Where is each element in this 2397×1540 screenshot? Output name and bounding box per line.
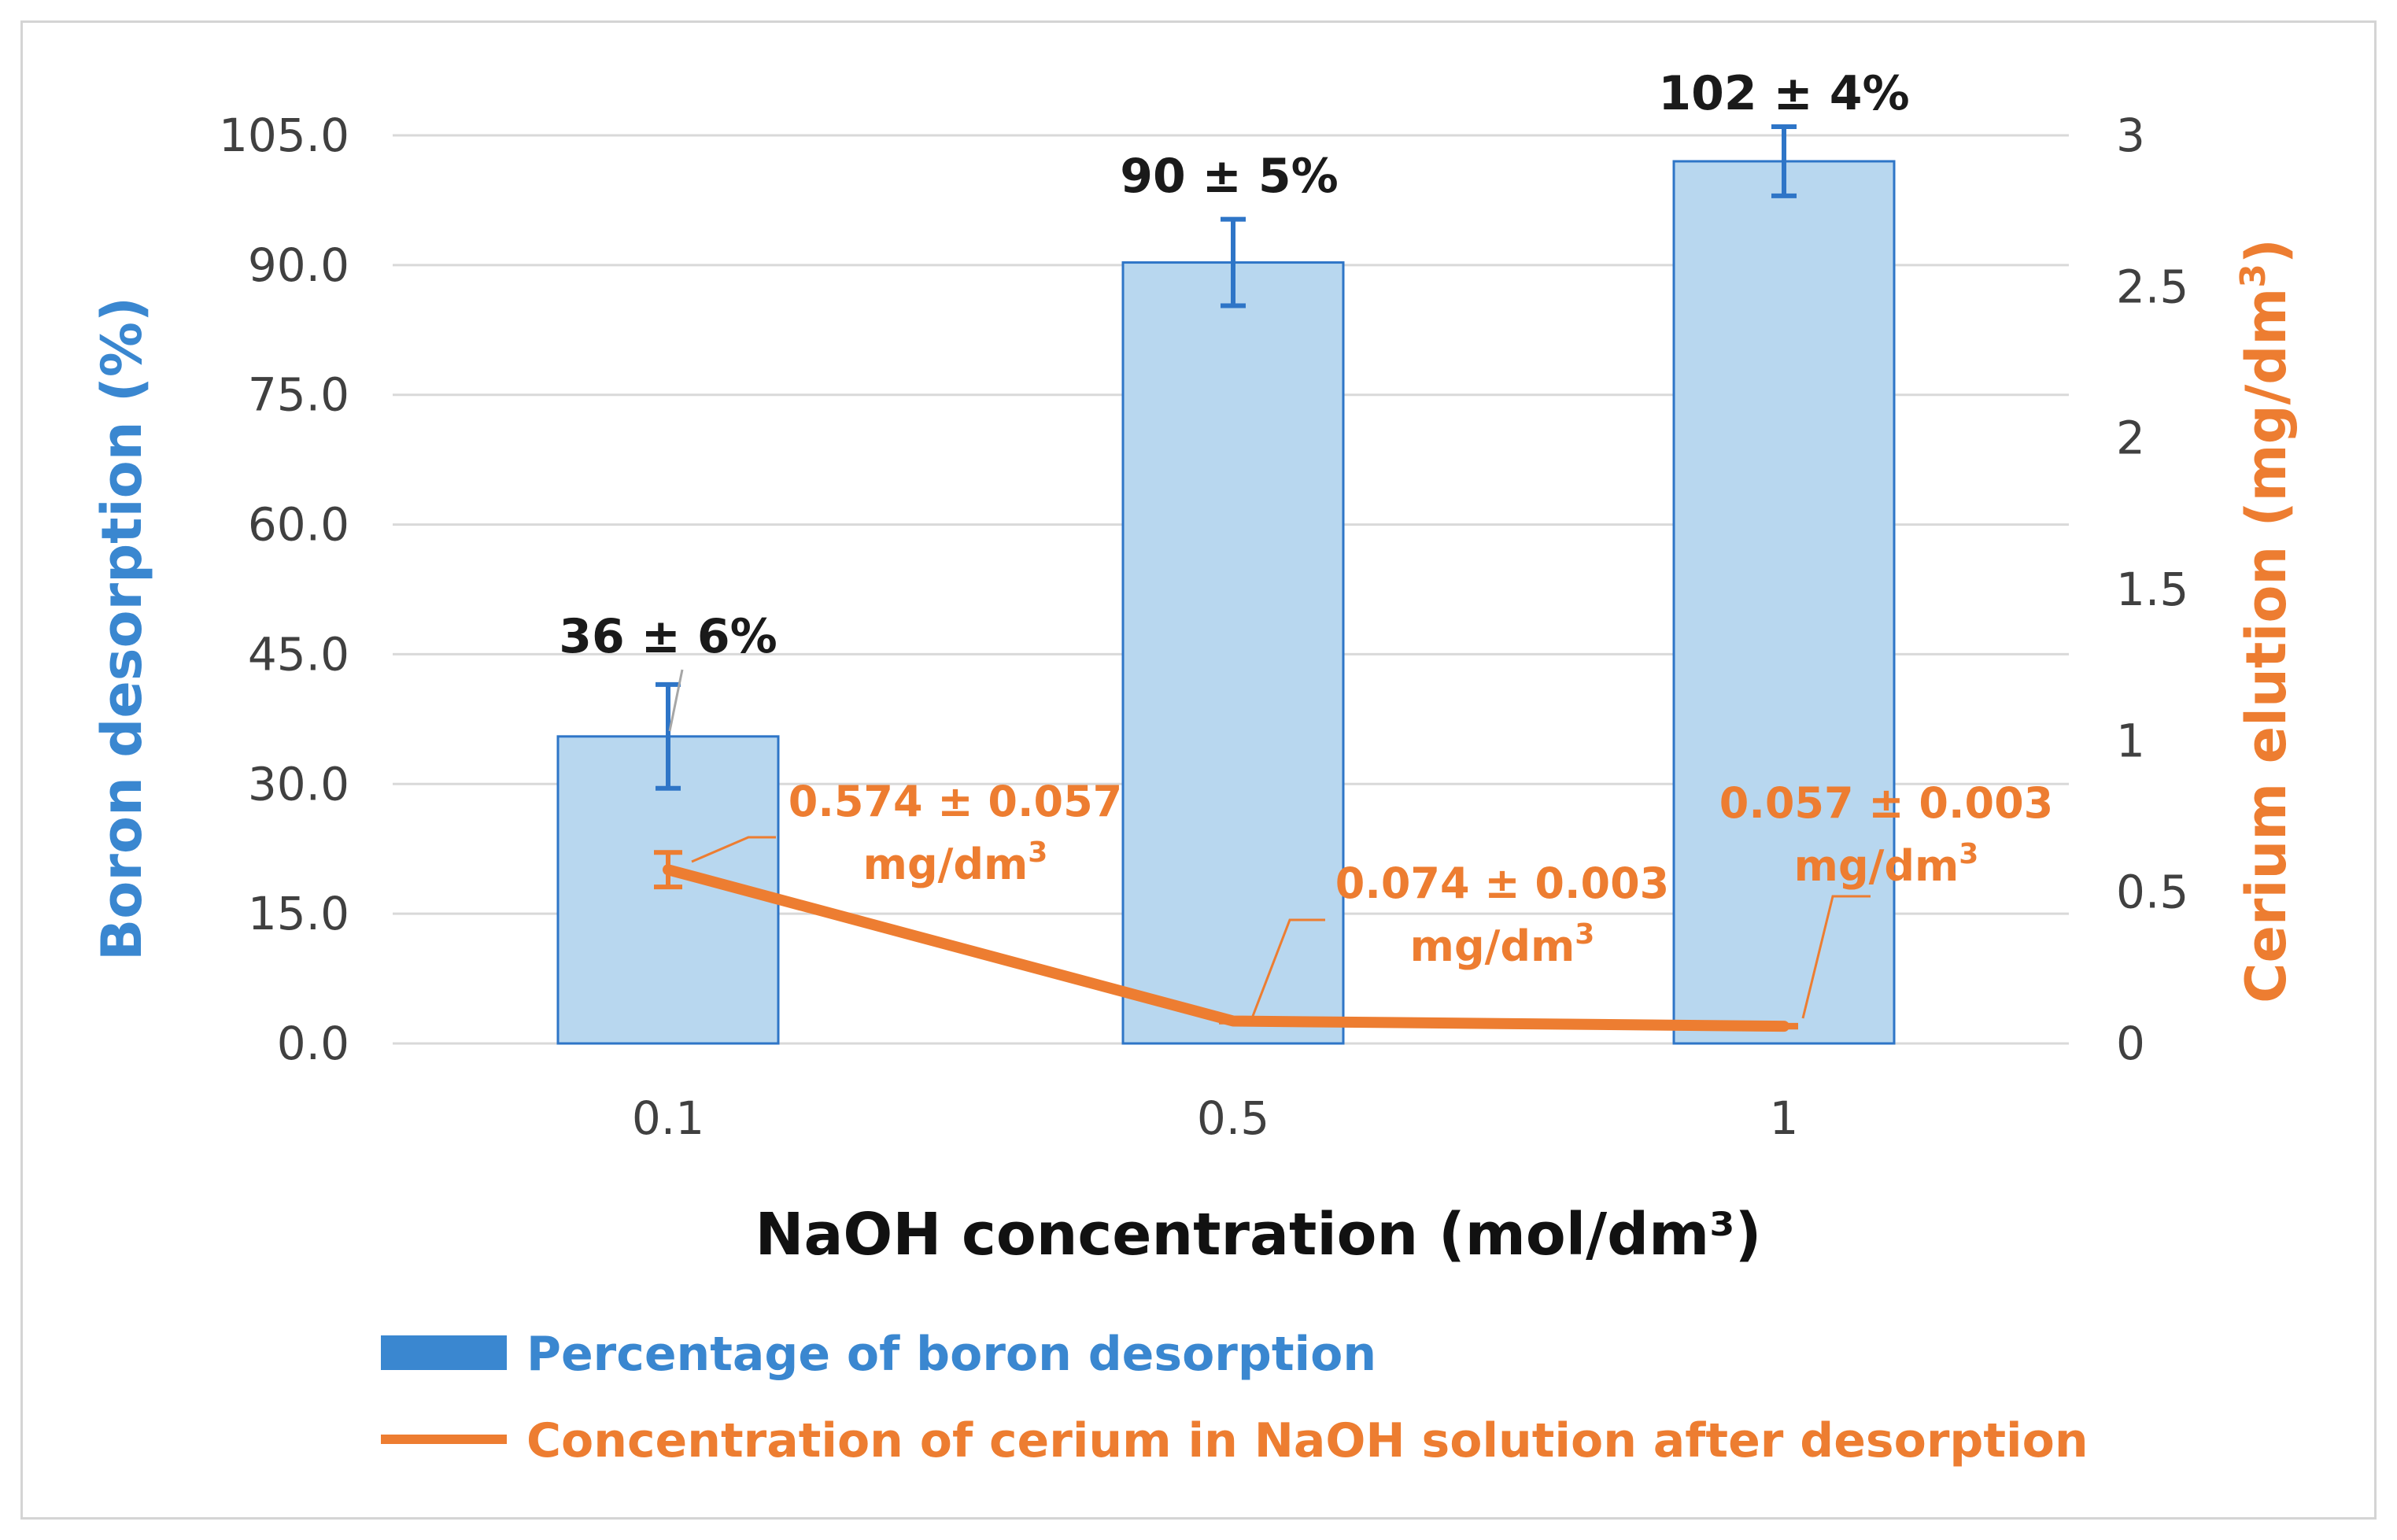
y-left-tick-label: 75.0 [248, 368, 349, 422]
y-right-tick-label: 0.5 [2116, 866, 2188, 919]
bar-series [556, 124, 1896, 1045]
x-tick-label: 1 [1770, 1091, 1799, 1145]
bar-value-label: 36 ± 6% [559, 609, 777, 664]
y-right-tick-label: 1.5 [2116, 563, 2188, 616]
cerium-unit-label: mg/dm3 [1410, 918, 1595, 971]
cerium-value-label: 0.574 ± 0.057 [789, 777, 1122, 826]
right-axis-title-text: Cerium elution (mg/dm [2234, 288, 2299, 1003]
left-axis-title: Boron desorption (%) [90, 297, 154, 961]
right-axis-title: Cerium elution (mg/dm3) [2233, 238, 2299, 1003]
bar [1121, 261, 1345, 1045]
y-left-tick-label: 45.0 [248, 627, 349, 681]
chart: 0.0 15.0 30.0 45.0 60.0 75.0 90.0 105.0 0 0.5 1 1.5… [90, 66, 2299, 1468]
right-axis-title-close: ) [2234, 238, 2299, 264]
y-left-tick-label: 90.0 [248, 238, 349, 292]
legend: Percentage of boron desorption Concentra… [381, 1327, 2089, 1468]
cerium-label-leader [1249, 918, 1325, 1023]
data-labels: 36 ± 6% 90 ± 5% 102 ± 4% 0.574 ± 0.057 mg/dm… [559, 66, 2053, 1023]
chart-frame: 0.0 15.0 30.0 45.0 60.0 75.0 90.0 105.0 0 0.5 1 1.5… [20, 20, 2377, 1520]
y-right-tick-label: 2 [2116, 412, 2145, 465]
y-left-tick-label: 60.0 [248, 498, 349, 552]
y-left-tick-label: 105.0 [219, 109, 349, 162]
tick-labels: 0.0 15.0 30.0 45.0 60.0 75.0 90.0 105.0 0 0.5 1 1.5… [219, 109, 2188, 1145]
legend-line-label: Concentration of cerium in NaOH solution… [526, 1413, 2089, 1468]
y-left-tick-label: 30.0 [248, 757, 349, 811]
cerium-unit-sup: 3 [1959, 838, 1978, 870]
cerium-value-label: 0.057 ± 0.003 [1719, 778, 2053, 828]
x-tick-label: 0.5 [1197, 1091, 1269, 1145]
cerium-unit-sup: 3 [1028, 836, 1047, 869]
cerium-unit-text: mg/dm [1794, 841, 1959, 891]
legend-bar-label: Percentage of boron desorption [526, 1327, 1376, 1382]
y-right-tick-label: 3 [2116, 109, 2145, 162]
x-axis-title: NaOH concentration (mol/dm³) [755, 1201, 1762, 1269]
y-left-tick-label: 0.0 [277, 1017, 349, 1070]
cerium-unit-sup: 3 [1575, 918, 1594, 951]
cerium-unit-text: mg/dm [863, 840, 1029, 889]
y-right-tick-label: 2.5 [2116, 260, 2188, 313]
line-series [654, 850, 1798, 1032]
y-right-tick-label: 0 [2116, 1017, 2145, 1070]
y-right-tick-label: 1 [2116, 714, 2145, 767]
legend-bar-swatch [381, 1335, 507, 1370]
bar-value-label: 102 ± 4% [1658, 66, 1909, 121]
right-axis-title-sup: 3 [2233, 264, 2273, 288]
bar-label-leader [668, 669, 684, 732]
bar-value-label: 90 ± 5% [1120, 149, 1338, 204]
cerium-label-leader [691, 836, 776, 863]
bar [1672, 160, 1896, 1045]
cerium-value-label: 0.074 ± 0.003 [1335, 859, 1669, 908]
x-tick-label: 0.1 [632, 1091, 704, 1145]
cerium-unit-label: mg/dm3 [863, 836, 1048, 889]
cerium-unit-label: mg/dm3 [1794, 838, 1979, 891]
cerium-unit-text: mg/dm [1410, 921, 1575, 971]
cerium-label-leader [1801, 895, 1871, 1019]
y-left-tick-label: 15.0 [248, 887, 349, 940]
